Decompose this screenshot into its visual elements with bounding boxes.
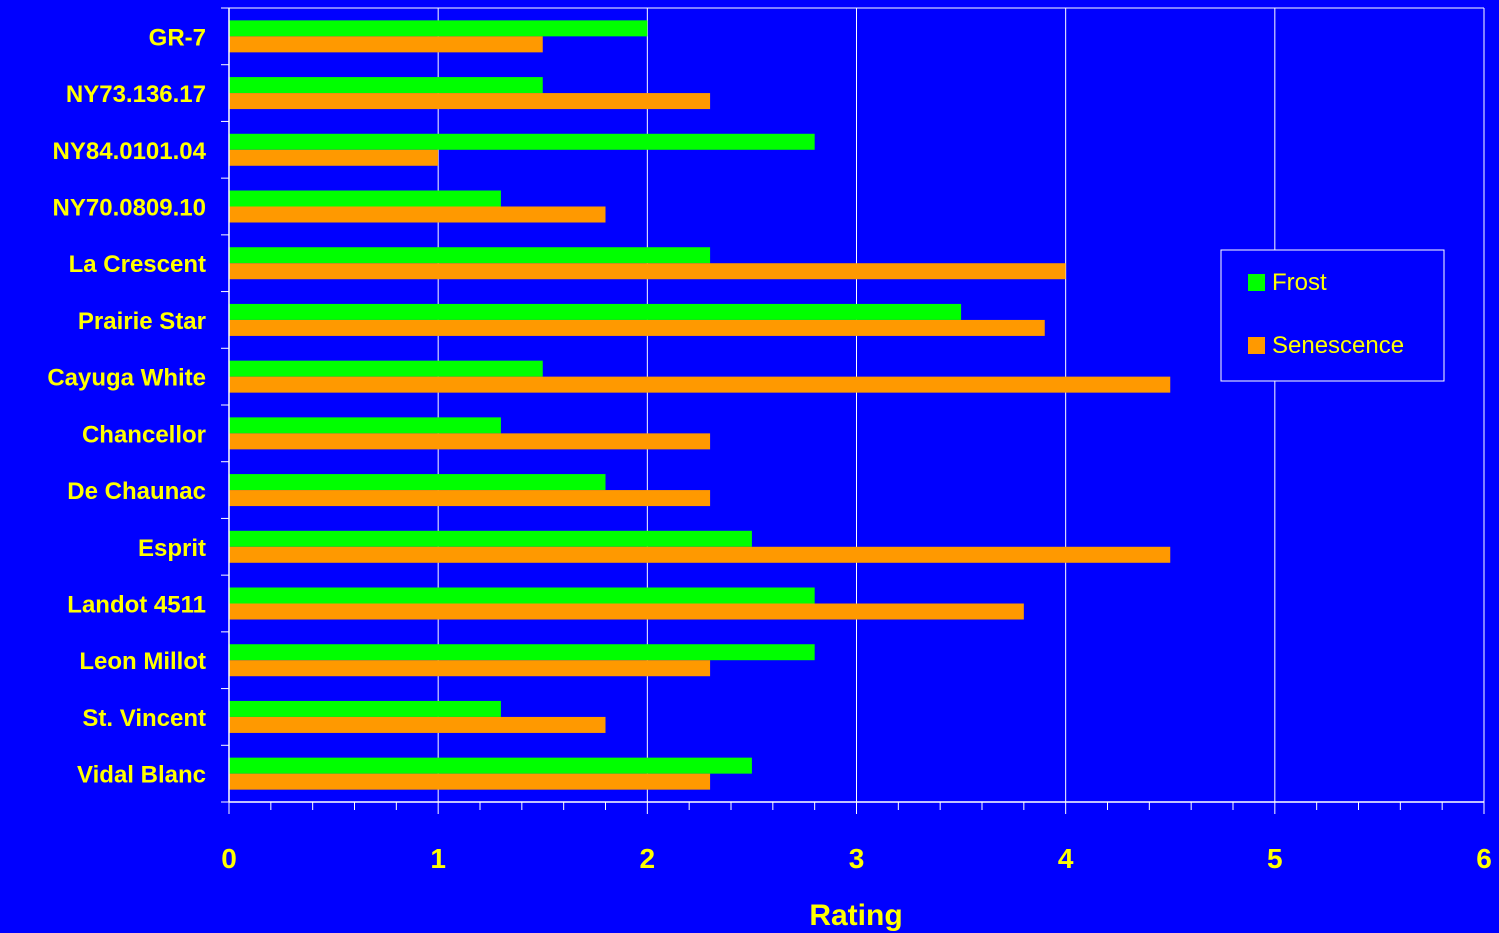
category-label: Esprit <box>138 535 206 562</box>
category-label: NY84.0101.04 <box>53 138 207 165</box>
x-tick-label: 6 <box>1476 843 1492 874</box>
bar-frost-4 <box>229 247 711 264</box>
bar-senescence-8 <box>229 490 711 507</box>
x-tick-label: 1 <box>430 843 446 874</box>
legend-swatch-frost <box>1248 274 1265 291</box>
bar-frost-13 <box>229 757 752 774</box>
legend-swatch-senescence <box>1248 337 1265 354</box>
category-label: De Chaunac <box>67 478 206 505</box>
category-label: GR-7 <box>149 24 206 51</box>
legend: Frost Senescence <box>1220 249 1445 382</box>
category-label: Prairie Star <box>78 308 206 335</box>
x-tick-label: 4 <box>1058 843 1074 874</box>
bar-senescence-2 <box>229 149 439 166</box>
category-label: Cayuga White <box>47 365 206 392</box>
bar-senescence-4 <box>229 263 1066 280</box>
bar-senescence-3 <box>229 206 606 223</box>
x-tick-label: 5 <box>1267 843 1283 874</box>
legend-label-senescence: Senescence <box>1272 332 1404 359</box>
bar-frost-0 <box>229 20 648 37</box>
bar-senescence-5 <box>229 319 1045 336</box>
bar-senescence-12 <box>229 716 606 733</box>
bar-frost-6 <box>229 360 543 377</box>
bar-frost-8 <box>229 474 606 491</box>
category-label: Landot 4511 <box>67 592 206 619</box>
bar-senescence-6 <box>229 376 1171 393</box>
category-label: NY70.0809.10 <box>53 195 206 222</box>
bar-frost-5 <box>229 303 962 320</box>
x-axis-title: Rating <box>809 899 902 932</box>
x-tick-label: 3 <box>849 843 865 874</box>
category-label: St. Vincent <box>82 705 206 732</box>
bar-senescence-11 <box>229 660 711 677</box>
x-tick-label: 0 <box>221 843 237 874</box>
category-label: Chancellor <box>82 421 206 448</box>
bar-frost-9 <box>229 530 752 547</box>
bar-senescence-10 <box>229 603 1024 620</box>
axes <box>221 7 1485 814</box>
bar-senescence-9 <box>229 546 1171 563</box>
bar-frost-12 <box>229 700 501 717</box>
grid-lines <box>229 7 1485 802</box>
category-label: Leon Millot <box>79 648 206 675</box>
bar-frost-1 <box>229 77 543 94</box>
category-labels: GR-7 NY73.136.17 NY84.0101.04 NY70.0809.10 L… <box>47 24 206 788</box>
bar-senescence-1 <box>229 93 711 110</box>
category-label: Vidal Blanc <box>77 762 206 789</box>
bar-senescence-0 <box>229 36 543 53</box>
bar-frost-11 <box>229 644 815 661</box>
bar-frost-10 <box>229 587 815 604</box>
bar-frost-3 <box>229 190 501 207</box>
category-label: NY73.136.17 <box>66 81 206 108</box>
legend-label-frost: Frost <box>1272 269 1327 296</box>
bar-frost-7 <box>229 417 501 434</box>
tick-labels: 0 1 2 3 4 5 6 <box>221 843 1492 874</box>
category-label: La Crescent <box>69 251 206 278</box>
bar-senescence-13 <box>229 773 711 790</box>
bars <box>229 20 1171 790</box>
legend-box <box>1220 249 1445 382</box>
bar-senescence-7 <box>229 433 711 450</box>
x-tick-label: 2 <box>640 843 656 874</box>
bar-frost-2 <box>229 133 815 150</box>
